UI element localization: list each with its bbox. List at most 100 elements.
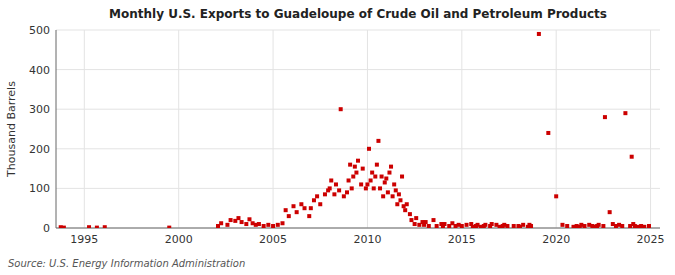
point	[307, 214, 311, 218]
x-tick-label: 2010	[353, 233, 381, 246]
point	[350, 186, 354, 190]
grid	[56, 30, 660, 228]
point	[348, 163, 352, 167]
point	[642, 225, 646, 228]
y-grid-line	[56, 69, 660, 70]
point	[271, 224, 275, 228]
point	[257, 222, 261, 226]
point	[483, 223, 487, 227]
point	[247, 217, 251, 221]
point	[339, 107, 343, 111]
point	[403, 208, 407, 212]
point	[381, 194, 385, 198]
x-tick-label: 2000	[165, 233, 193, 246]
point	[219, 221, 223, 225]
x-grid-line	[273, 30, 274, 228]
point	[620, 224, 624, 228]
y-tick-label: 500	[29, 24, 50, 37]
x-tick-label: 1995	[70, 233, 98, 246]
point	[284, 208, 288, 212]
point	[328, 186, 332, 190]
point	[276, 223, 280, 227]
point	[370, 171, 374, 175]
point	[392, 182, 396, 186]
title: Monthly U.S. Exports to Guadeloupe of Cr…	[109, 7, 607, 21]
point	[337, 188, 341, 192]
y-tick-label: 400	[29, 64, 50, 77]
point	[394, 188, 398, 192]
point	[315, 194, 319, 198]
point	[354, 171, 358, 175]
y-grid-line	[56, 148, 660, 149]
x-grid-line	[84, 30, 85, 228]
point	[167, 226, 171, 228]
point	[318, 202, 322, 206]
x-grid-line	[367, 30, 368, 228]
point	[266, 223, 270, 227]
point	[398, 198, 402, 202]
point	[236, 216, 240, 220]
point	[512, 224, 516, 228]
point	[490, 222, 494, 226]
point	[240, 220, 244, 224]
y-grid-line	[56, 228, 660, 229]
point	[323, 192, 327, 196]
point	[603, 115, 607, 119]
y-tick-label: 100	[29, 182, 50, 195]
points	[59, 32, 651, 228]
point	[87, 225, 91, 228]
point	[601, 224, 605, 228]
point	[95, 226, 99, 228]
point	[391, 194, 395, 198]
x-grid-line	[650, 30, 651, 228]
x-tick-label: 2015	[448, 233, 476, 246]
y-grid-line	[56, 109, 660, 110]
point	[303, 206, 307, 210]
point	[351, 175, 355, 179]
point	[630, 155, 634, 159]
point	[384, 177, 388, 181]
x-grid-line	[461, 30, 462, 228]
point	[460, 224, 464, 228]
point	[424, 220, 428, 224]
point	[292, 204, 296, 208]
point	[397, 192, 401, 196]
point	[376, 139, 380, 143]
point	[414, 216, 418, 220]
point	[383, 180, 387, 184]
point	[62, 226, 66, 228]
point	[229, 218, 233, 222]
point	[103, 225, 107, 228]
point	[395, 202, 399, 206]
point	[597, 223, 601, 227]
x-tick-label: 2020	[542, 233, 570, 246]
point	[565, 224, 569, 228]
point	[427, 224, 431, 228]
point	[365, 182, 369, 186]
chart: 1995200020052010201520202025010020030040…	[0, 0, 675, 275]
point	[295, 210, 299, 214]
point	[332, 192, 336, 196]
point	[312, 198, 316, 202]
point	[386, 190, 390, 194]
point	[443, 222, 447, 226]
point	[361, 167, 365, 171]
point	[329, 178, 333, 182]
point	[537, 32, 541, 36]
y-tick-label: 300	[29, 103, 50, 116]
point	[405, 202, 409, 206]
point	[554, 194, 558, 198]
point	[369, 178, 373, 182]
point	[521, 223, 525, 227]
point	[413, 222, 417, 226]
point	[364, 186, 368, 190]
point	[309, 206, 313, 210]
point	[342, 194, 346, 198]
y-tick-label: 200	[29, 143, 50, 156]
point	[529, 224, 533, 228]
point	[378, 186, 382, 190]
point	[623, 111, 627, 115]
y-grid-line	[56, 30, 660, 31]
point	[505, 224, 509, 228]
point	[345, 190, 349, 194]
